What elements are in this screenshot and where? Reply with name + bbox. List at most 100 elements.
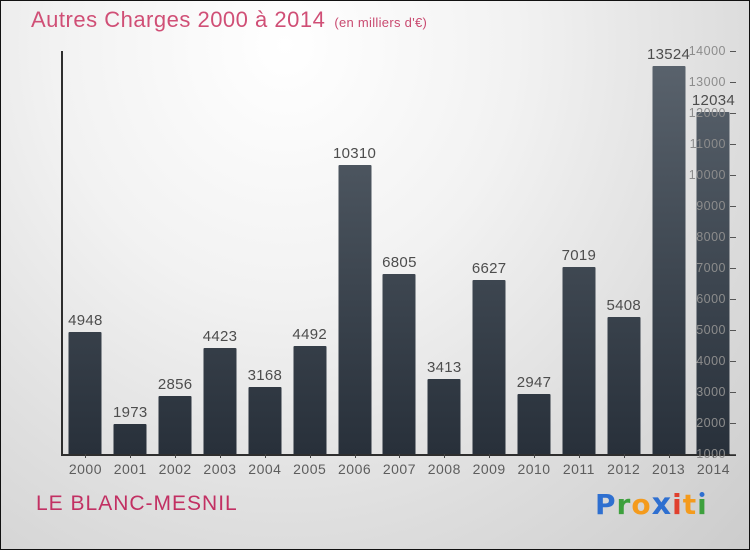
y-axis-tick-label: 6000 — [696, 292, 726, 306]
logo-letter-dot — [699, 492, 705, 497]
y-axis-tick — [730, 391, 736, 393]
bar — [203, 348, 237, 454]
x-axis-tick — [489, 454, 491, 458]
bar-value-label: 2856 — [157, 376, 193, 393]
x-axis-category-label: 2008 — [427, 461, 461, 477]
bar-value-label: 1973 — [112, 404, 148, 421]
x-axis-tick — [309, 454, 311, 458]
bar-group: 2856 2002 — [153, 51, 198, 477]
bar-group: 13524 2013 — [646, 46, 691, 477]
proxiti-logo: Proxitı — [595, 487, 708, 522]
bar — [113, 424, 147, 454]
bar — [427, 379, 461, 454]
x-axis-category-label: 2003 — [203, 461, 237, 477]
y-axis-tick — [730, 112, 736, 114]
bar-group: 4948 2000 — [63, 51, 108, 477]
x-axis — [61, 454, 736, 456]
plot-area: 4948 2000 1973 2001 2856 2002 4423 2003 3168 2004… — [61, 44, 736, 477]
x-axis-category-label: 2006 — [338, 461, 372, 477]
y-axis-tick-label: 7000 — [696, 261, 726, 275]
bar-group: 5408 2012 — [601, 51, 646, 477]
bar-value-label: 6627 — [471, 260, 507, 277]
x-axis-tick — [354, 454, 356, 458]
bar-value-label: 6805 — [382, 254, 417, 271]
y-axis-tick — [730, 453, 736, 455]
y-axis-tick — [730, 422, 736, 424]
bar-value-label: 7019 — [561, 247, 597, 264]
bar-value-label: 5408 — [606, 297, 642, 314]
y-axis-tick-label: 5000 — [696, 323, 726, 337]
logo-letter: i — [672, 488, 683, 521]
bar-value-label: 3413 — [427, 359, 462, 376]
bar-group: 6805 2007 — [377, 51, 422, 477]
bar-value-label: 3168 — [247, 367, 283, 384]
logo-letter: P — [595, 488, 617, 521]
bar — [517, 394, 551, 454]
y-axis-tick — [730, 143, 736, 145]
y-axis-tick-label: 10000 — [688, 168, 726, 182]
x-axis-category-label: 2009 — [472, 461, 506, 477]
bar-group: 4423 2003 — [198, 51, 243, 477]
x-axis-tick — [444, 454, 446, 458]
y-axis-tick — [730, 298, 736, 300]
bar-value-label: 12034 — [691, 92, 736, 109]
x-axis-category-label: 2012 — [607, 461, 641, 477]
x-axis-tick — [264, 454, 266, 458]
y-axis-tick-label: 14000 — [688, 44, 726, 58]
y-axis-tick-label: 4000 — [696, 354, 726, 368]
y-axis-tick — [730, 205, 736, 207]
logo-letter: x — [651, 487, 673, 522]
y-axis-tick — [730, 329, 736, 331]
bar — [338, 165, 372, 454]
x-axis-tick — [130, 454, 132, 458]
x-axis-tick — [399, 454, 401, 458]
y-axis-tick-label: 11000 — [689, 137, 726, 151]
bar-value-label: 10310 — [332, 145, 377, 162]
bar-value-label: 13524 — [646, 46, 691, 63]
y-axis-tick — [730, 236, 736, 238]
chart-title: Autres Charges 2000 à 2014 — [31, 7, 326, 32]
x-axis-tick — [534, 454, 536, 458]
y-axis-tick-label: 13000 — [688, 75, 726, 89]
bar — [248, 387, 282, 454]
y-axis-tick — [730, 81, 736, 83]
x-axis-category-label: 2005 — [293, 461, 327, 477]
location-label: LE BLANC-MESNIL — [36, 492, 238, 515]
y-axis-tick-label: 12000 — [688, 106, 726, 120]
y-axis-tick-label: 3000 — [696, 385, 726, 399]
x-axis-category-label: 2014 — [696, 461, 731, 477]
bar — [68, 332, 102, 454]
x-axis-category-label: 2001 — [113, 461, 147, 477]
chart-header: Autres Charges 2000 à 2014 (en milliers d… — [31, 7, 427, 33]
logo-letter: t — [682, 488, 698, 521]
x-axis-tick — [220, 454, 221, 458]
x-axis-category-label: 2010 — [517, 461, 551, 477]
bar-group: 12034 2014 — [691, 51, 736, 477]
x-axis-tick — [713, 454, 715, 458]
x-axis-category-label: 2007 — [382, 461, 417, 477]
bar — [293, 346, 327, 454]
bar — [696, 112, 730, 454]
x-axis-tick — [175, 454, 177, 458]
bar — [607, 317, 641, 454]
logo-letter: o — [631, 488, 652, 521]
y-axis — [61, 51, 63, 454]
bar-group: 7019 2011 — [556, 51, 601, 477]
bar — [158, 396, 192, 454]
bar-value-label: 4423 — [202, 328, 238, 345]
bar — [652, 66, 686, 454]
x-axis-category-label: 2004 — [248, 461, 282, 477]
bar-group: 6627 2009 — [467, 51, 512, 477]
bar — [382, 274, 416, 454]
bar — [562, 267, 596, 454]
x-axis-tick — [85, 454, 87, 458]
bar-value-label: 2947 — [516, 374, 552, 391]
y-axis-tick-label: 1000 — [696, 447, 726, 461]
x-axis-category-label: 2011 — [562, 461, 595, 477]
x-axis-category-label: 2002 — [158, 461, 192, 477]
bar-group: 1973 2001 — [108, 51, 153, 477]
y-axis-tick — [730, 174, 736, 176]
y-axis-tick-label: 8000 — [696, 230, 726, 244]
y-axis-tick — [730, 267, 736, 269]
bar-group: 4492 2005 — [287, 51, 332, 477]
